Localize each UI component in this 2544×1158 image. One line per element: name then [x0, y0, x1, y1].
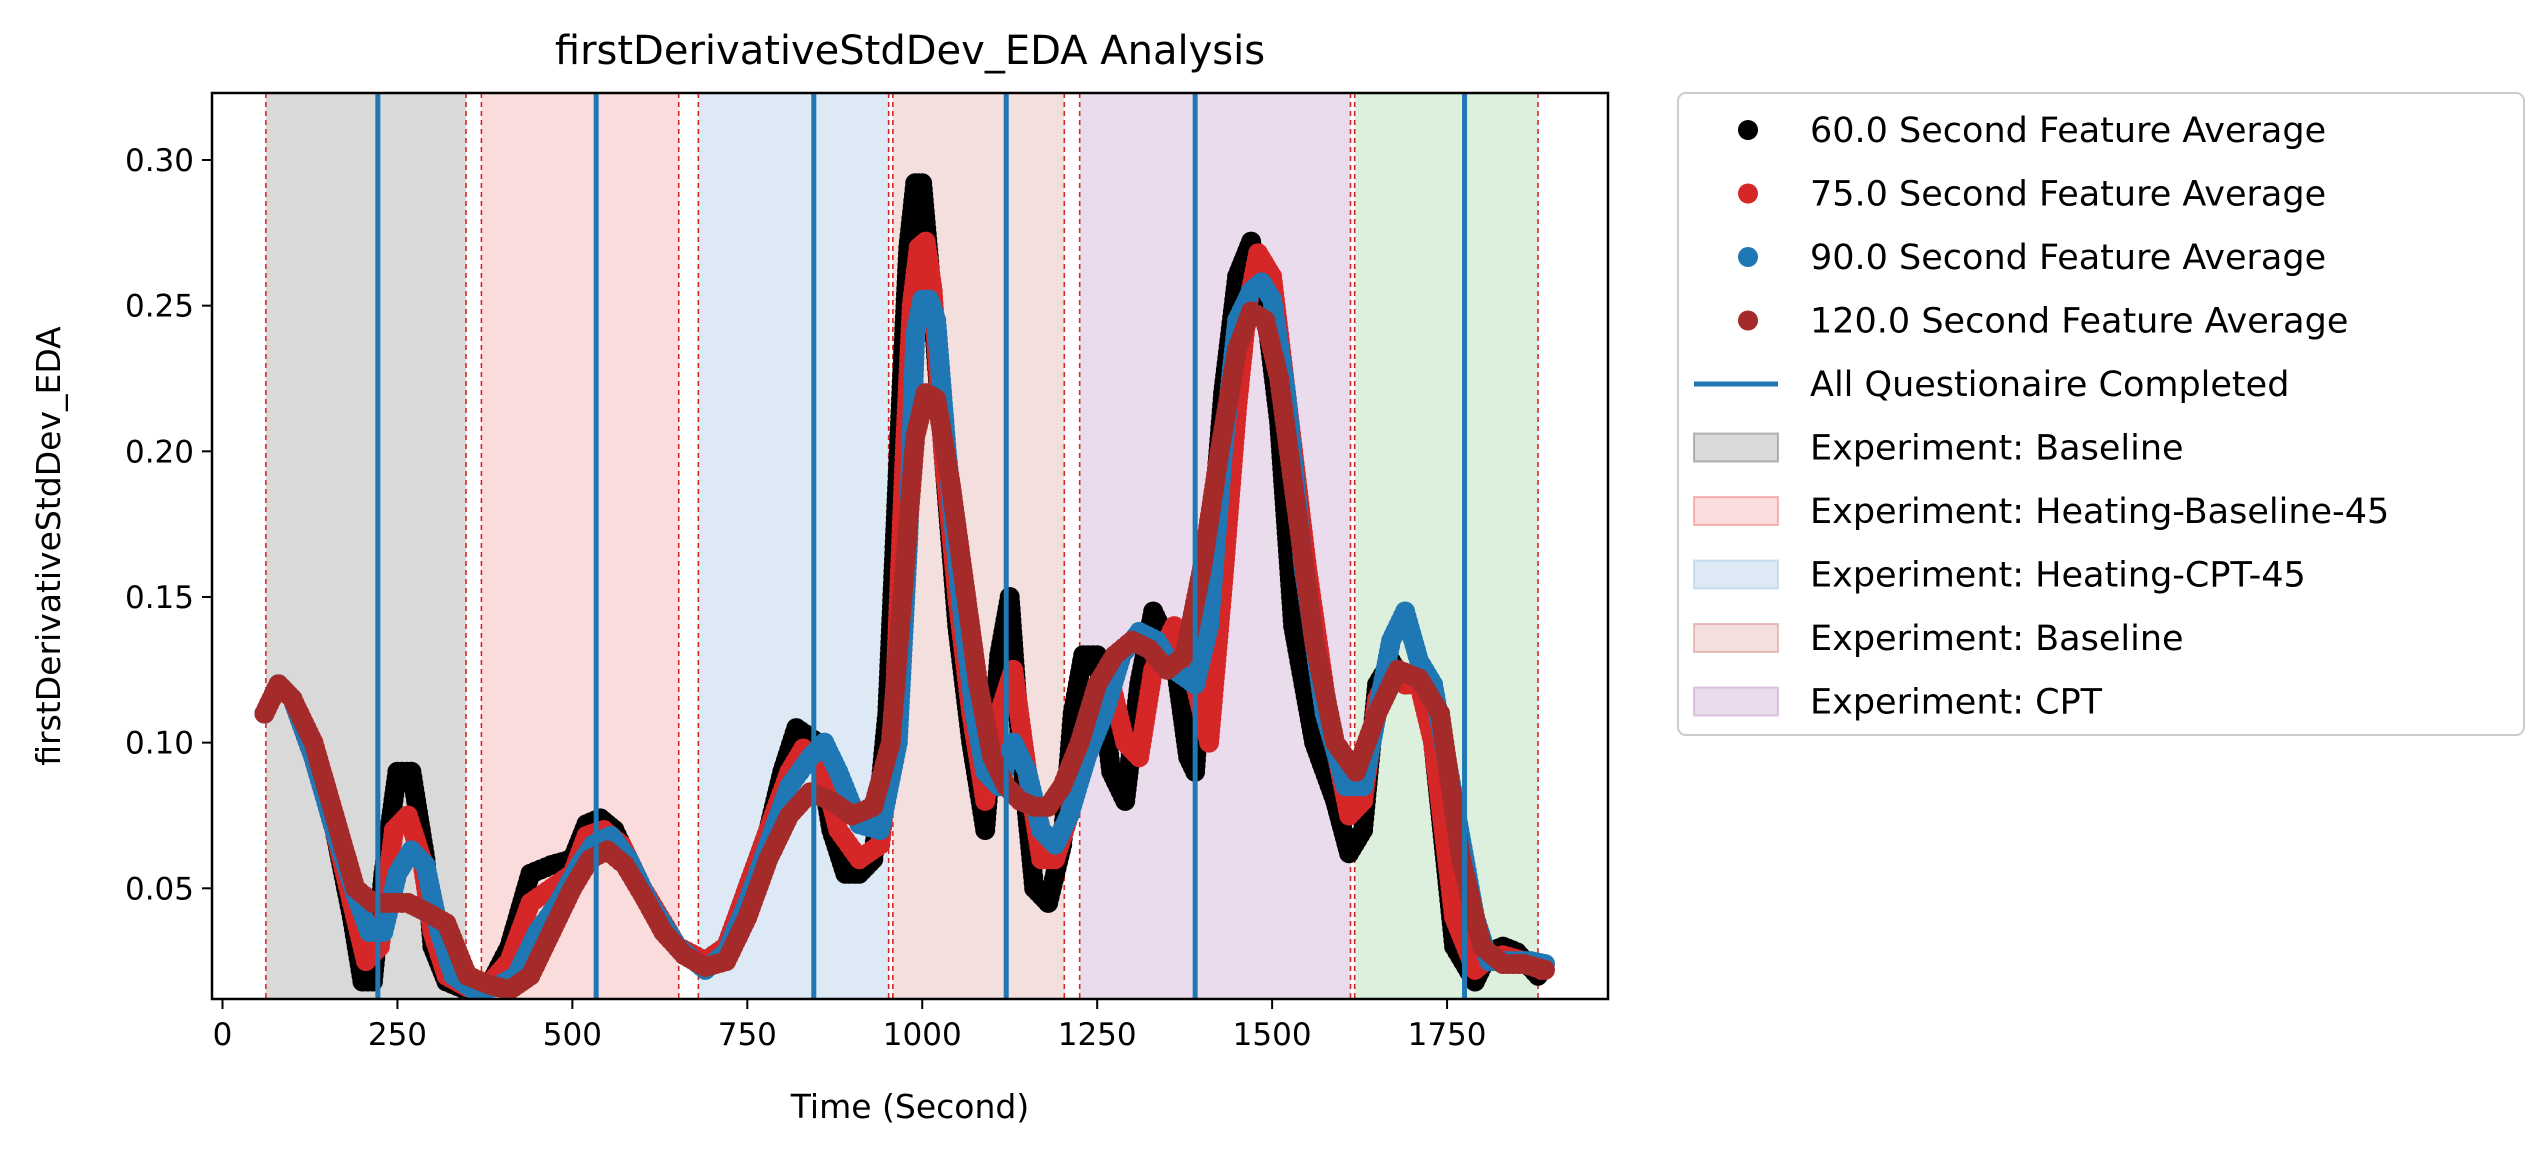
y-axis-label: firstDerivativeStdDev_EDA — [29, 326, 68, 766]
y-tick-label-5: 0.30 — [125, 143, 194, 179]
legend-marker — [1738, 247, 1758, 267]
legend-item-0: 60.0 Second Feature Average — [1738, 111, 2326, 151]
legend-label: All Questionaire Completed — [1810, 365, 2289, 405]
legend-label: Experiment: CPT — [1810, 683, 2103, 723]
legend-marker — [1738, 183, 1758, 204]
x-tick-label-6: 1500 — [1233, 1017, 1312, 1053]
legend: 60.0 Second Feature Average 75.0 Second F… — [1677, 92, 2525, 736]
legend-patch — [1693, 623, 1779, 653]
plot-area — [254, 93, 1555, 999]
legend-label: Experiment: Baseline — [1810, 619, 2184, 659]
plot-frame — [210, 91, 1610, 1001]
x-axis: 0 250 500 750 1000 1250 1500 1750 — [213, 999, 1487, 1053]
legend-label: 120.0 Second Feature Average — [1810, 302, 2348, 342]
legend-label: 90.0 Second Feature Average — [1810, 238, 2326, 278]
legend-item-8: Experiment: Baseline — [1693, 619, 2184, 659]
legend-item-5: Experiment: Baseline — [1693, 429, 2184, 469]
legend-marker — [1738, 310, 1758, 331]
x-tick-label-7: 1750 — [1408, 1017, 1487, 1053]
data-series — [254, 173, 1555, 999]
y-axis: 0.05 0.10 0.15 0.20 0.25 0.30 — [125, 143, 212, 907]
x-tick-label-5: 1250 — [1058, 1017, 1137, 1053]
y-tick-label-0: 0.05 — [125, 871, 194, 907]
y-tick-label-1: 0.10 — [125, 726, 194, 762]
x-tick-label-3: 750 — [718, 1017, 777, 1053]
legend-patch — [1693, 496, 1779, 526]
chart-title: firstDerivativeStdDev_EDA Analysis — [555, 28, 1265, 74]
legend-marker — [1738, 120, 1758, 140]
legend-item-7: Experiment: Heating-CPT-45 — [1693, 556, 2306, 596]
series-3 — [254, 301, 1555, 999]
legend-frame — [1677, 92, 2525, 736]
legend-label: Experiment: Heating-CPT-45 — [1810, 556, 2306, 596]
legend-patch — [1693, 686, 1779, 717]
x-axis-label: Time (Second) — [790, 1087, 1029, 1126]
legend-label: Experiment: Baseline — [1810, 429, 2184, 469]
y-tick-label-2: 0.15 — [125, 580, 194, 616]
y-tick-label-3: 0.20 — [125, 434, 194, 470]
legend-label: 75.0 Second Feature Average — [1810, 175, 2326, 215]
legend-item-9: Experiment: CPT — [1693, 683, 2103, 723]
y-tick-label-4: 0.25 — [125, 289, 194, 325]
legend-item-2: 90.0 Second Feature Average — [1738, 238, 2326, 278]
legend-item-4: All Questionaire Completed — [1694, 365, 2289, 405]
x-tick-label-4: 1000 — [883, 1017, 962, 1053]
x-tick-label-1: 250 — [368, 1017, 427, 1053]
legend-item-1: 75.0 Second Feature Average — [1738, 175, 2326, 215]
legend-patch — [1693, 432, 1779, 463]
x-tick-label-0: 0 — [213, 1017, 233, 1053]
legend-item-3: 120.0 Second Feature Average — [1738, 302, 2348, 342]
x-tick-label-2: 500 — [543, 1017, 602, 1053]
legend-label: 60.0 Second Feature Average — [1810, 111, 2326, 151]
legend-item-6: Experiment: Heating-Baseline-45 — [1693, 492, 2389, 532]
legend-patch — [1693, 559, 1779, 590]
region-0 — [265, 93, 467, 999]
legend-label: Experiment: Heating-Baseline-45 — [1810, 492, 2389, 532]
series-3-point — [1535, 959, 1555, 980]
questionnaire-lines — [375, 93, 1468, 999]
